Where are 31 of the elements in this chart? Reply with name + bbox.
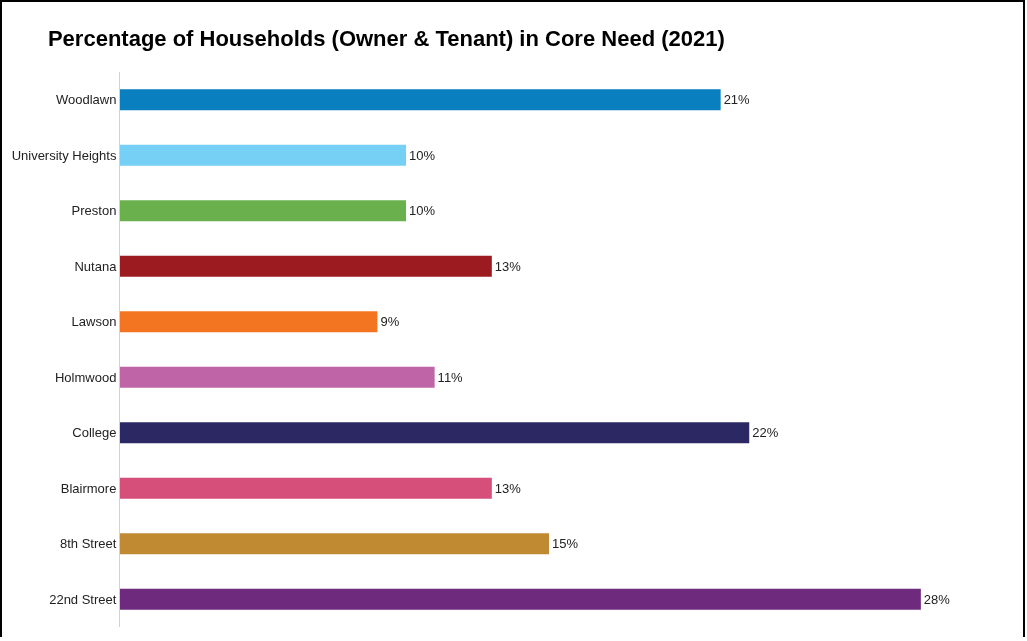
data-label: 22%: [752, 425, 779, 441]
data-label: 28%: [923, 591, 951, 607]
bar: [120, 200, 407, 222]
y-tick-label: College: [72, 425, 117, 441]
bar: [120, 366, 435, 388]
bar: [120, 311, 378, 333]
y-tick-label: Holmwood: [54, 369, 117, 385]
y-tick-label: Preston: [71, 203, 117, 219]
y-tick-label: 22nd Street: [49, 591, 117, 607]
bar: [120, 477, 492, 499]
y-tick-label: Nutana: [74, 258, 118, 274]
y-tick-label: Blairmore: [60, 480, 117, 496]
data-label: 9%: [380, 314, 400, 330]
bar: [120, 422, 750, 444]
data-label: 21%: [723, 92, 751, 108]
bar: [120, 255, 492, 277]
y-tick-label: 8th Street: [60, 536, 117, 552]
data-label: 13%: [494, 480, 522, 496]
data-label: 11%: [437, 369, 464, 385]
y-tick-label: Lawson: [71, 314, 117, 330]
bar: [120, 588, 921, 610]
data-label: 10%: [409, 203, 436, 219]
data-label: 10%: [409, 147, 436, 163]
chart-title: Percentage of Households (Owner & Tenant) in Core Need (2021): [47, 25, 725, 51]
bar: [120, 89, 721, 111]
y-tick-label: Woodlawn: [55, 92, 117, 108]
data-label: 13%: [494, 258, 522, 274]
data-label: 15%: [552, 536, 579, 552]
bar: [120, 533, 550, 555]
y-tick-label: University Heights: [11, 147, 117, 163]
bar: [120, 144, 407, 166]
